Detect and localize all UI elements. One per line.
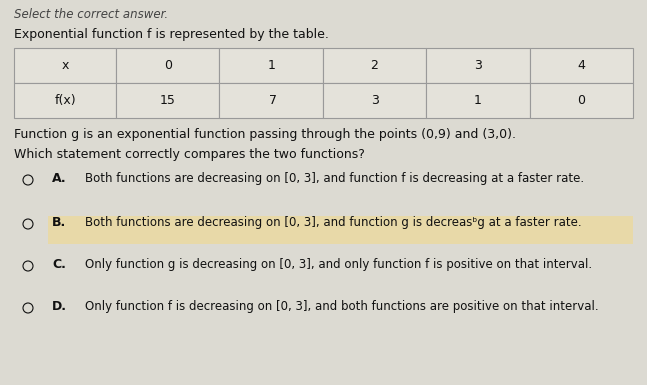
Text: Which statement correctly compares the two functions?: Which statement correctly compares the t… <box>14 148 365 161</box>
Bar <box>426 48 530 83</box>
Text: Exponential function f is represented by the table.: Exponential function f is represented by… <box>14 28 329 41</box>
Bar <box>116 48 219 83</box>
Bar <box>530 48 633 83</box>
Bar <box>219 83 323 118</box>
Text: C.: C. <box>52 258 66 271</box>
Text: Select the correct answer.: Select the correct answer. <box>14 8 168 21</box>
Text: Both functions are decreasing on [0, 3], and function f is decreasing at a faste: Both functions are decreasing on [0, 3],… <box>85 172 584 185</box>
Bar <box>116 83 219 118</box>
Text: 0: 0 <box>577 94 586 107</box>
Bar <box>48 216 633 244</box>
Text: Function g is an exponential function passing through the points (0,9) and (3,0): Function g is an exponential function pa… <box>14 128 516 141</box>
Bar <box>14 83 116 118</box>
Text: 2: 2 <box>371 59 378 72</box>
Text: Only function f is decreasing on [0, 3], and both functions are positive on that: Only function f is decreasing on [0, 3],… <box>85 300 598 313</box>
Bar <box>323 83 426 118</box>
Bar <box>530 83 633 118</box>
Text: x: x <box>61 59 69 72</box>
Text: 3: 3 <box>474 59 482 72</box>
Text: 0: 0 <box>164 59 171 72</box>
Text: B.: B. <box>52 216 66 229</box>
Text: 4: 4 <box>577 59 586 72</box>
Bar <box>323 48 426 83</box>
Text: Only function g is decreasing on [0, 3], and only function f is positive on that: Only function g is decreasing on [0, 3],… <box>85 258 592 271</box>
Text: D.: D. <box>52 300 67 313</box>
Text: Both functions are decreasing on [0, 3], and function g is decreasᵇg at a faster: Both functions are decreasing on [0, 3],… <box>85 216 582 229</box>
Bar <box>219 48 323 83</box>
Text: A.: A. <box>52 172 67 185</box>
Text: f(x): f(x) <box>54 94 76 107</box>
Bar <box>14 48 116 83</box>
Text: 15: 15 <box>160 94 176 107</box>
Text: 1: 1 <box>474 94 482 107</box>
Bar <box>426 83 530 118</box>
Text: 3: 3 <box>371 94 378 107</box>
Text: 7: 7 <box>265 94 277 107</box>
Text: 1: 1 <box>267 59 275 72</box>
